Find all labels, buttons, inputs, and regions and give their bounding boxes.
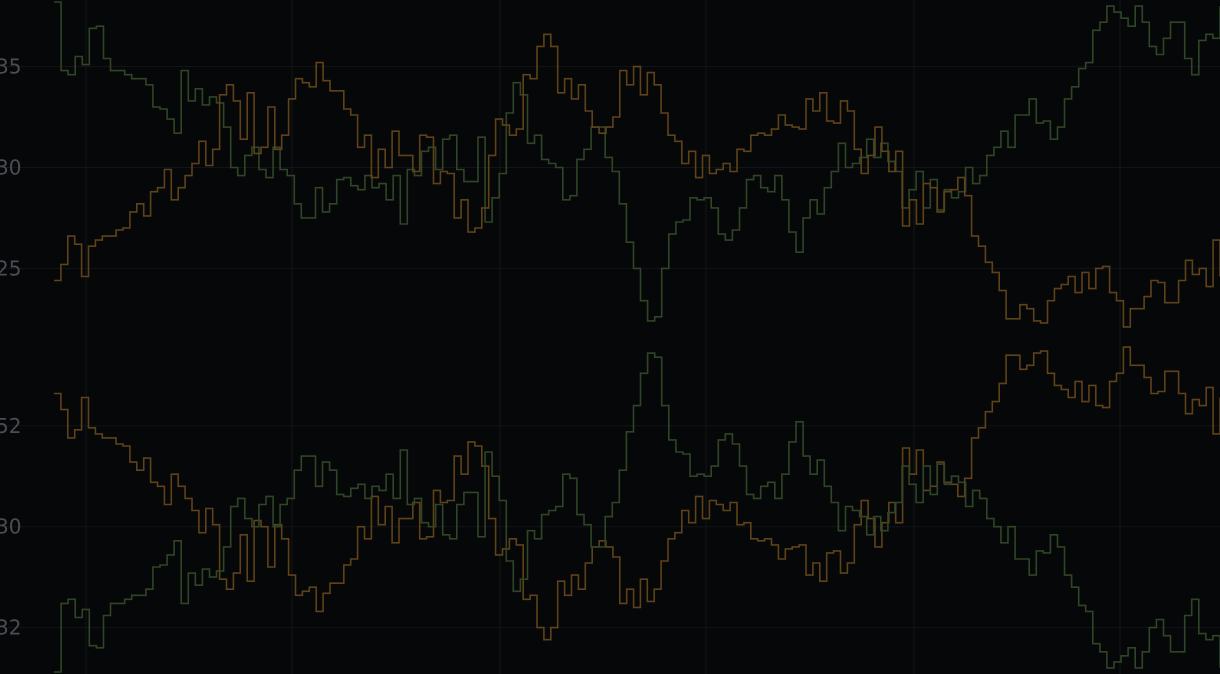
y-tick-label: 52 — [0, 414, 21, 438]
y-tick-label: 35 — [0, 55, 21, 79]
series-line-top-1 — [54, 33, 1220, 328]
y-tick-label: 32 — [0, 616, 21, 640]
series-line-top-0 — [54, 1, 1220, 322]
series-line-bottom-0 — [54, 346, 1220, 641]
y-tick-label: 25 — [0, 256, 21, 280]
series-line-bottom-1 — [54, 352, 1220, 673]
y-tick-label: 30 — [0, 515, 21, 539]
y-tick-label: 30 — [0, 155, 21, 179]
